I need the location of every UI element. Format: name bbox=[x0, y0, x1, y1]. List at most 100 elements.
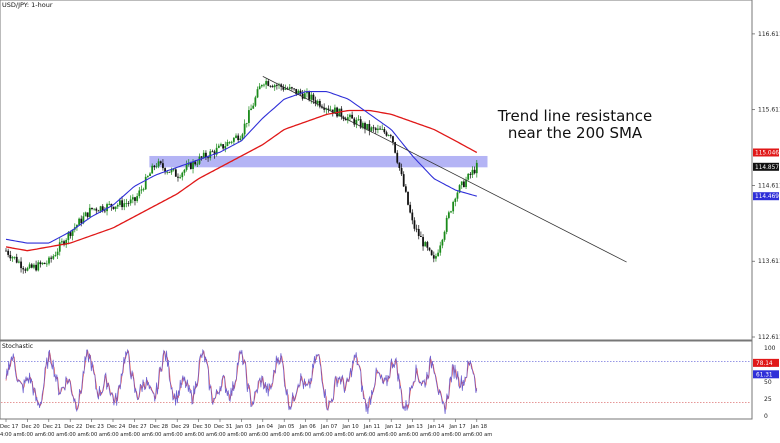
candle-body bbox=[439, 245, 442, 253]
candle-body bbox=[30, 264, 33, 268]
candle-body bbox=[250, 108, 252, 111]
candle-body bbox=[467, 173, 470, 180]
candle-body bbox=[437, 252, 440, 257]
candle-body bbox=[60, 241, 63, 243]
candle-body bbox=[361, 123, 364, 128]
date-axis-label: Dec 24 bbox=[107, 424, 126, 430]
candle-body bbox=[454, 198, 457, 202]
candle-body bbox=[235, 135, 237, 138]
candle-body bbox=[232, 137, 235, 142]
line-layer bbox=[5, 76, 627, 263]
time-axis-label: 6:00 am bbox=[257, 432, 279, 438]
candle-body bbox=[396, 152, 399, 163]
candle-body bbox=[329, 109, 332, 111]
resistance-zone bbox=[149, 155, 488, 168]
candle-body bbox=[469, 173, 472, 175]
stochastic-badge-label: 61.31 bbox=[756, 372, 773, 378]
candle-body bbox=[407, 191, 409, 205]
candle-body bbox=[5, 250, 7, 252]
candle-body bbox=[346, 117, 349, 121]
date-axis-label: Jan 13 bbox=[406, 424, 423, 430]
candle-body bbox=[129, 199, 132, 204]
candle-body bbox=[194, 161, 197, 165]
candle-body bbox=[88, 207, 91, 217]
candle-body bbox=[364, 123, 366, 130]
candle-body bbox=[48, 257, 50, 264]
candle-body bbox=[134, 197, 136, 201]
candle-body bbox=[43, 262, 46, 264]
candle-body bbox=[447, 212, 450, 218]
candle-body bbox=[35, 264, 37, 271]
stochastic-axis-label: 25 bbox=[764, 396, 772, 403]
candle-body bbox=[69, 232, 72, 236]
date-axis-label: Dec 22 bbox=[64, 424, 82, 430]
candle-body bbox=[243, 123, 246, 135]
candle-body bbox=[349, 114, 351, 118]
candle-body bbox=[202, 152, 205, 158]
candle-body bbox=[340, 108, 343, 117]
candle-body bbox=[224, 146, 227, 149]
candle-body bbox=[45, 263, 48, 265]
candle-body bbox=[162, 163, 164, 169]
time-axis-label: 6:00 am bbox=[235, 432, 257, 438]
date-axis-label: Dec 23 bbox=[86, 424, 104, 430]
date-axis-label: Jan 05 bbox=[277, 424, 294, 430]
candle-body bbox=[394, 142, 397, 153]
candle-body bbox=[153, 165, 156, 168]
date-axis-label: Dec 30 bbox=[193, 424, 211, 430]
date-axis-label: Jan 12 bbox=[384, 424, 401, 430]
candle-body bbox=[256, 89, 259, 98]
date-axis-label: Dec 21 bbox=[43, 424, 61, 430]
date-axis-label: Jan 07 bbox=[320, 424, 337, 430]
date-axis-label: Dec 31 bbox=[214, 424, 232, 430]
zone-layer bbox=[149, 155, 488, 168]
candle-body bbox=[463, 181, 465, 188]
candle-body bbox=[381, 129, 384, 130]
candle-body bbox=[101, 206, 104, 211]
candle-body bbox=[123, 203, 126, 208]
candle-body bbox=[103, 210, 106, 212]
candle-body bbox=[409, 204, 412, 213]
candle-body bbox=[213, 151, 216, 155]
candle-body bbox=[86, 212, 89, 217]
candle-body bbox=[179, 177, 182, 178]
time-axis-label: 6:00 am bbox=[364, 432, 386, 438]
candle-body bbox=[400, 168, 403, 175]
candle-body bbox=[185, 164, 188, 170]
candle-body bbox=[275, 85, 278, 87]
candle-body bbox=[316, 100, 319, 104]
candle-body bbox=[387, 135, 390, 136]
date-axis-label: Jan 06 bbox=[299, 424, 316, 430]
candle-body bbox=[7, 250, 10, 255]
chart-title: USD/JPY: 1-hour bbox=[2, 1, 53, 9]
candle-body bbox=[357, 119, 360, 121]
candle-body bbox=[166, 171, 169, 173]
candle-body bbox=[237, 135, 240, 141]
price-badge bbox=[753, 148, 779, 157]
date-axis-label: Dec 27 bbox=[128, 424, 146, 430]
candle-body bbox=[91, 207, 93, 210]
candle-body bbox=[110, 203, 113, 207]
candle-body bbox=[310, 94, 313, 100]
stochastic-badge-label: 78.14 bbox=[756, 361, 773, 367]
candle-body bbox=[303, 93, 306, 99]
candle-body bbox=[230, 141, 233, 143]
main-plot-frame bbox=[0, 0, 753, 341]
candle-body bbox=[196, 163, 199, 165]
candle-body bbox=[54, 255, 57, 257]
candle-body bbox=[245, 122, 248, 124]
candle-body bbox=[37, 262, 40, 271]
candle-body bbox=[93, 208, 96, 210]
candle-body bbox=[65, 240, 68, 245]
candle-body bbox=[9, 254, 12, 259]
candle-body bbox=[252, 105, 255, 109]
candle-body bbox=[172, 169, 175, 171]
candle-body bbox=[471, 169, 474, 175]
time-axis-label: 6:00 am bbox=[278, 432, 300, 438]
time-axis-label: 6:00 am bbox=[214, 432, 236, 438]
candle-body bbox=[404, 186, 407, 192]
stochastic-frame bbox=[0, 340, 753, 420]
candle-body bbox=[84, 212, 87, 217]
time-axis-label: 6:00 am bbox=[428, 432, 450, 438]
